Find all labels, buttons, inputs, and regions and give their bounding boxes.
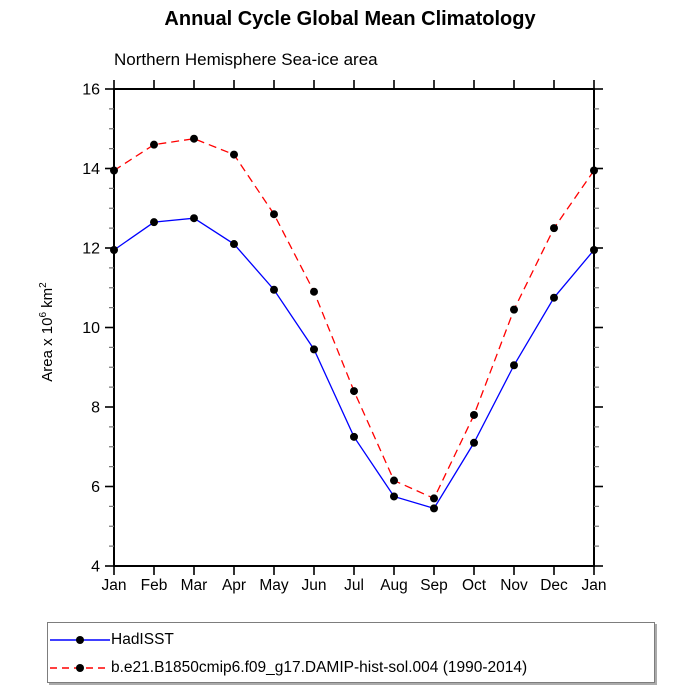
data-point-marker xyxy=(310,287,318,296)
x-tick-label: Jun xyxy=(302,577,327,594)
x-tick-label: Dec xyxy=(540,577,568,594)
legend-label-hadisst: HadISST xyxy=(111,631,174,648)
data-point-marker xyxy=(510,305,518,314)
x-tick-label: Apr xyxy=(222,577,246,594)
data-point-marker xyxy=(150,218,158,227)
legend-line-sample-solid xyxy=(50,636,110,644)
chart-title: Annual Cycle Global Mean Climatology xyxy=(164,8,536,30)
legend-line-sample-dashed xyxy=(50,664,110,672)
plot-area: 4 6 8 10 12 14 16 Jan Feb Mar Apr May Jun Jul Aug Sep Oc… xyxy=(82,80,607,594)
legend-sample-marker xyxy=(76,664,84,672)
data-point-marker xyxy=(350,387,358,396)
data-point-marker xyxy=(390,476,398,485)
data-point-marker xyxy=(230,240,238,249)
x-tick-label: Oct xyxy=(462,577,487,594)
data-point-marker xyxy=(190,134,198,143)
x-tick-label: Aug xyxy=(380,577,408,594)
data-point-marker xyxy=(390,492,398,501)
legend-item-model-run: b.e21.B1850cmip6.f09_g17.DAMIP-hist-sol.… xyxy=(50,654,654,682)
data-point-marker xyxy=(190,214,198,223)
y-tick-label: 10 xyxy=(82,320,100,337)
series-line-0 xyxy=(113,217,595,510)
data-point-marker xyxy=(430,494,438,503)
y-tick-label: 14 xyxy=(82,161,100,178)
y-tick-label: 12 xyxy=(82,241,100,258)
data-point-marker xyxy=(350,432,358,441)
data-point-marker xyxy=(230,150,238,159)
x-tick-label: Feb xyxy=(141,577,168,594)
data-point-marker xyxy=(270,285,278,294)
x-tick-label: Nov xyxy=(500,577,528,594)
legend-box: HadISST b.e21.B1850cmip6.f09_g17.DAMIP-h… xyxy=(47,622,655,683)
data-point-marker xyxy=(590,245,598,254)
data-point-marker xyxy=(510,361,518,370)
data-point-marker xyxy=(470,410,478,419)
x-tick-label: Jan xyxy=(582,577,607,594)
x-tick-label: May xyxy=(259,577,289,594)
legend-item-hadisst: HadISST xyxy=(50,626,654,654)
x-tick-label: Mar xyxy=(181,577,208,594)
x-tick-label: Sep xyxy=(420,577,448,594)
data-point-marker xyxy=(110,245,118,254)
data-point-marker xyxy=(310,345,318,354)
data-point-marker xyxy=(590,166,598,175)
chart-subtitle: Northern Hemisphere Sea-ice area xyxy=(114,50,378,69)
x-tick-label: Jul xyxy=(344,577,364,594)
data-point-marker xyxy=(470,438,478,447)
data-point-marker xyxy=(550,224,558,233)
data-point-marker xyxy=(270,210,278,219)
data-point-marker xyxy=(550,293,558,302)
data-point-marker xyxy=(150,140,158,149)
x-tick-label: Jan xyxy=(102,577,127,594)
legend-label-model-run: b.e21.B1850cmip6.f09_g17.DAMIP-hist-sol.… xyxy=(111,659,528,676)
y-tick-label: 16 xyxy=(82,82,100,99)
y-tick-label: 6 xyxy=(91,479,100,496)
y-tick-label: 4 xyxy=(91,559,100,576)
series-line-1 xyxy=(113,138,595,500)
data-point-marker xyxy=(110,166,118,175)
y-tick-label: 8 xyxy=(91,400,100,417)
plot-frame xyxy=(113,88,595,567)
data-point-marker xyxy=(430,504,438,513)
legend-sample-marker xyxy=(76,636,84,644)
